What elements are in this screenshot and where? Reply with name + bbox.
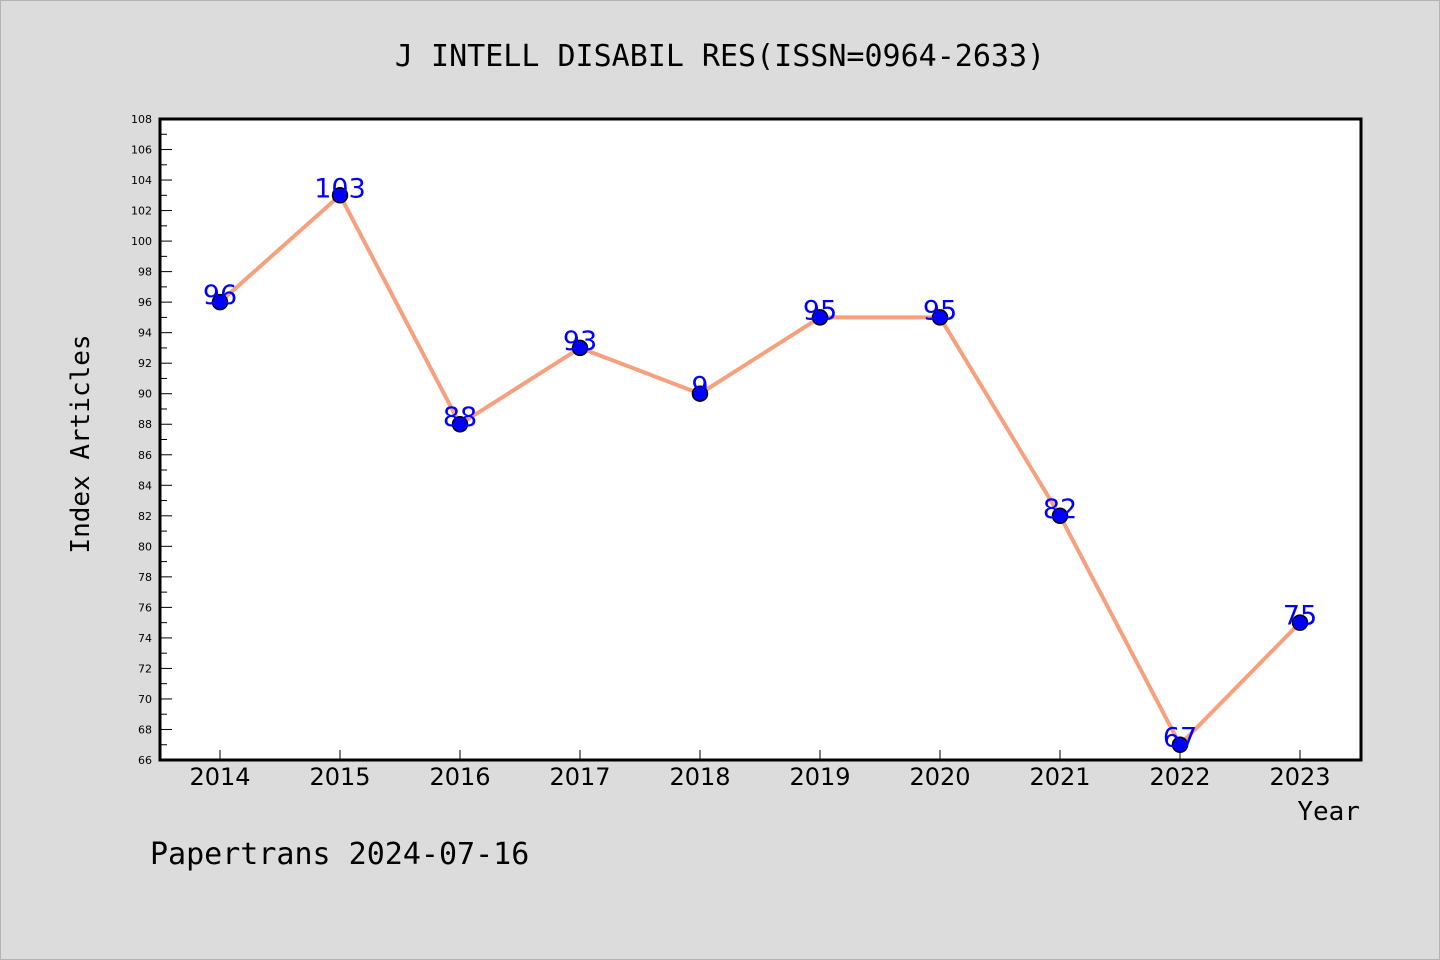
y-axis-label: Index Articles xyxy=(66,334,96,553)
x-tick-label: 2018 xyxy=(669,763,730,791)
plot-area xyxy=(158,117,1363,762)
data-label: 96 xyxy=(203,280,237,311)
y-tick-label: 74 xyxy=(138,632,152,645)
data-label: 9 xyxy=(691,372,708,403)
x-tick-label: 2023 xyxy=(1269,763,1330,791)
x-tick-label: 2016 xyxy=(429,763,490,791)
y-tick-label: 66 xyxy=(138,754,152,767)
x-tick-label: 2020 xyxy=(909,763,970,791)
x-tick-label: 2019 xyxy=(789,763,850,791)
data-markers xyxy=(211,187,1309,753)
x-tick-label: 2021 xyxy=(1029,763,1090,791)
y-tick-label: 108 xyxy=(131,113,152,126)
y-tick-label: 80 xyxy=(138,540,152,553)
y-tick-label: 76 xyxy=(138,601,152,614)
y-tick-label: 70 xyxy=(138,693,152,706)
y-tick-label: 102 xyxy=(131,205,152,218)
data-label: 103 xyxy=(314,173,366,204)
data-point xyxy=(1051,507,1069,525)
y-tick-label: 98 xyxy=(138,266,152,279)
data-labels: 96 103 88 93 9 95 95 82 67 75 xyxy=(203,173,1317,753)
y-tick-label: 78 xyxy=(138,571,152,584)
series-line xyxy=(218,193,1302,747)
data-point xyxy=(331,187,349,204)
y-tick-label: 68 xyxy=(138,723,152,736)
y-tick-label: 104 xyxy=(131,174,152,187)
y-tick-label: 90 xyxy=(138,388,152,401)
data-point xyxy=(1291,614,1309,631)
x-tick-label: 2015 xyxy=(309,763,370,791)
data-label: 82 xyxy=(1043,494,1077,525)
data-point xyxy=(1171,736,1189,753)
x-tick-label: 2014 xyxy=(189,763,250,791)
data-label: 67 xyxy=(1163,723,1197,754)
x-tick-label: 2017 xyxy=(549,763,610,791)
y-tick-label: 92 xyxy=(138,357,152,370)
data-label: 88 xyxy=(443,402,477,433)
x-axis: 2014 2015 2016 2017 2018 2019 2020 2021 2022 2023 xyxy=(189,750,1331,791)
y-tick-label: 100 xyxy=(131,235,152,248)
data-point xyxy=(571,339,589,357)
data-point xyxy=(451,415,469,433)
chart-title: J INTELL DISABIL RES(ISSN=0964-2633) xyxy=(395,39,1045,74)
y-tick-label: 96 xyxy=(138,296,152,309)
data-label: 95 xyxy=(923,295,957,326)
y-tick-label: 94 xyxy=(138,327,152,340)
y-tick-label: 82 xyxy=(138,510,152,523)
y-tick-label: 86 xyxy=(138,449,152,462)
data-point xyxy=(811,309,829,326)
footer-text: Papertrans 2024-07-16 xyxy=(150,837,529,872)
y-tick-label: 84 xyxy=(138,479,152,492)
data-label: 95 xyxy=(803,295,837,326)
y-axis: 66 68 70 72 74 76 78 80 82 84 86 88 90 92 94 96 98 100 102… xyxy=(131,113,172,767)
y-tick-label: 88 xyxy=(138,418,152,431)
data-label: 93 xyxy=(563,326,597,357)
y-tick-label: 106 xyxy=(131,144,152,157)
x-axis-label: Year xyxy=(1297,797,1360,827)
data-point xyxy=(211,293,229,311)
data-point xyxy=(931,309,949,326)
data-label: 75 xyxy=(1283,601,1317,632)
x-tick-label: 2022 xyxy=(1149,763,1210,791)
data-point xyxy=(691,385,709,402)
y-tick-label: 72 xyxy=(138,662,152,675)
